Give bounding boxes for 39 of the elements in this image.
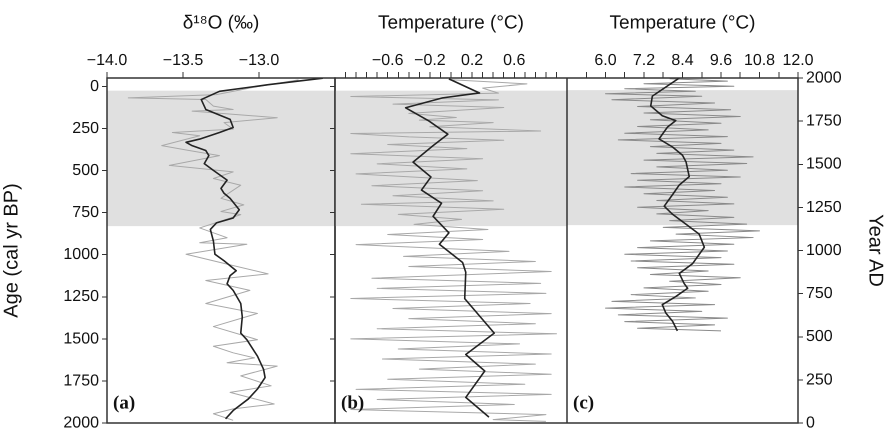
x-tick-label: −13.0 xyxy=(238,52,280,69)
x-tick-label: 7.2 xyxy=(632,52,656,69)
y-tick-label: 0 xyxy=(806,414,815,432)
annotation: (c) xyxy=(573,392,594,414)
x-axis-title: Temperature (°C) xyxy=(378,12,524,34)
y-tick-label: 2000 xyxy=(806,69,842,86)
x-tick-label: −0.6 xyxy=(372,52,404,69)
x-axis-title: Temperature (°C) xyxy=(610,12,756,34)
x-tick-label: −14.0 xyxy=(86,52,128,69)
annotation: (b) xyxy=(341,392,364,414)
y-axis-title: Age (cal yr BP) xyxy=(0,183,23,318)
y-tick-label: 750 xyxy=(806,285,833,302)
y-tick-label: 1750 xyxy=(63,372,100,390)
x-tick-label: 0.2 xyxy=(460,52,484,69)
y-tick-label: 500 xyxy=(72,162,100,179)
y-tick-label: 500 xyxy=(806,328,833,346)
x-tick-label: −0.2 xyxy=(414,52,446,69)
y-tick-label: 1000 xyxy=(63,246,100,264)
y-tick-label: 250 xyxy=(72,120,100,137)
y-tick-label: 2000 xyxy=(63,414,100,432)
y-tick-label: 1250 xyxy=(63,288,100,306)
y-tick-label: 1500 xyxy=(63,330,100,348)
y-tick-label: 1750 xyxy=(806,112,842,130)
y-tick-label: 1250 xyxy=(806,198,842,216)
x-tick-label: 6.0 xyxy=(594,52,617,69)
y-tick-label: 1000 xyxy=(806,242,842,259)
y-axis-title: Year AD xyxy=(864,214,886,287)
x-tick-label: 8.4 xyxy=(671,52,694,69)
y-tick-label: 0 xyxy=(90,78,100,95)
x-tick-label: 10.8 xyxy=(744,52,776,69)
x-tick-label: 0.6 xyxy=(503,52,526,69)
x-tick-label: 12.0 xyxy=(782,52,814,69)
x-tick-label: 9.6 xyxy=(710,52,732,69)
x-axis-title: δ¹⁸O (‰) xyxy=(182,12,260,34)
y-tick-label: 1500 xyxy=(806,156,842,173)
x-tick-label: −13.5 xyxy=(162,52,204,69)
y-tick-label: 750 xyxy=(72,204,100,222)
y-tick-label: 250 xyxy=(806,371,833,388)
annotation: (a) xyxy=(113,392,136,414)
